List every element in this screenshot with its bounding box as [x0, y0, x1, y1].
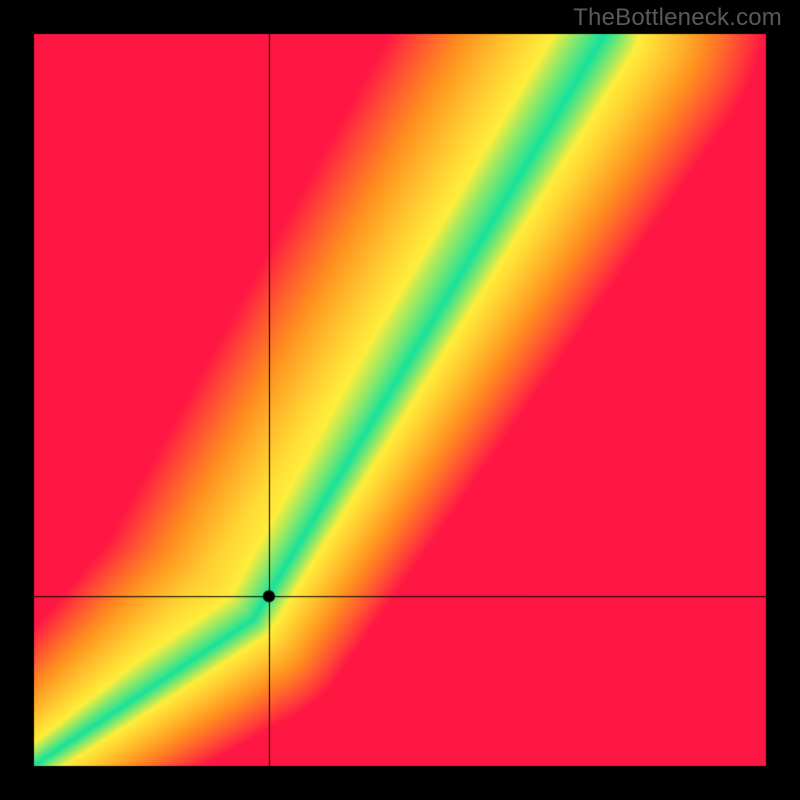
- figure-container: TheBottleneck.com: [0, 0, 800, 800]
- bottleneck-heatmap: [0, 0, 800, 800]
- watermark-text: TheBottleneck.com: [573, 4, 782, 32]
